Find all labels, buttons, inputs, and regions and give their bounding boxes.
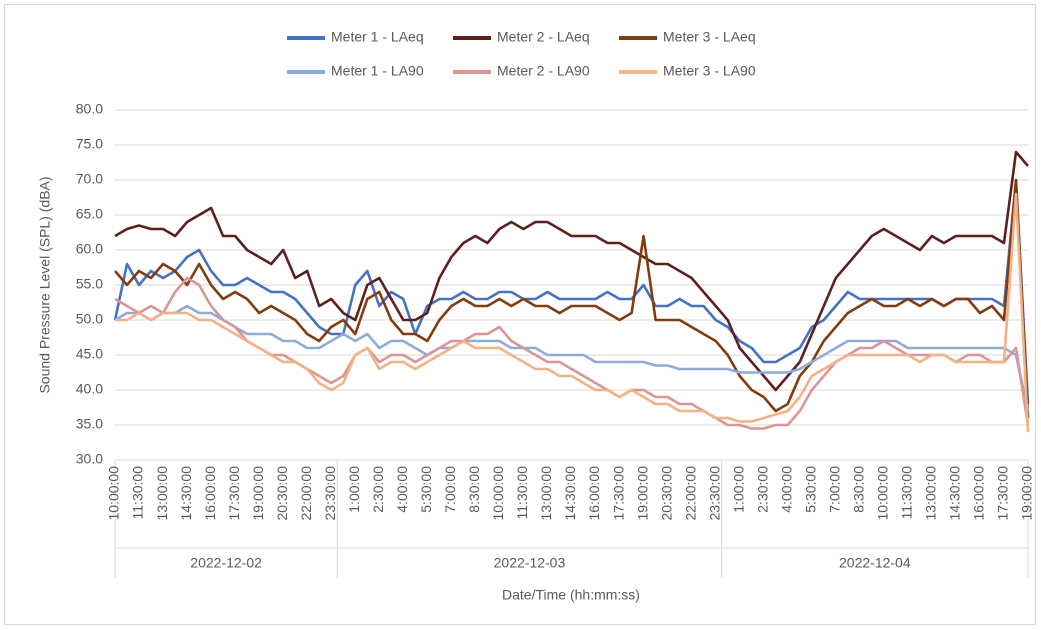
x-tick-label: 22:00:00 <box>682 466 698 521</box>
y-tick-label: 60.0 <box>76 241 103 257</box>
x-tick-label: 13:00:00 <box>538 466 554 521</box>
x-tick-label: 23:30:00 <box>322 466 338 521</box>
x-tick-label: 11:30:00 <box>899 466 915 520</box>
x-tick-label: 2:30:00 <box>370 466 386 513</box>
legend-label: Meter 1 - LAeq <box>331 29 424 45</box>
x-tick-label: 11:30:00 <box>514 466 530 520</box>
y-tick-label: 45.0 <box>76 346 103 362</box>
legend-label: Meter 1 - LA90 <box>331 63 424 79</box>
x-tick-label: 14:30:00 <box>562 466 578 521</box>
x-axis-title: Date/Time (hh:mm:ss) <box>502 587 640 603</box>
chart-frame <box>4 4 1036 625</box>
x-tick-label: 13:00:00 <box>154 466 170 521</box>
y-axis-title: Sound Pressure Level (SPL) (dBA) <box>37 176 53 393</box>
x-group-label: 2022-12-03 <box>494 555 566 571</box>
x-tick-label: 1:00:00 <box>346 466 362 513</box>
x-tick-label: 5:30:00 <box>802 466 818 513</box>
x-tick-label: 22:00:00 <box>298 466 314 521</box>
x-tick-label: 4:00:00 <box>778 466 794 513</box>
x-tick-label: 7:00:00 <box>826 466 842 513</box>
y-tick-label: 30.0 <box>76 451 103 467</box>
x-tick-label: 14:30:00 <box>947 466 963 521</box>
x-tick-label: 4:00:00 <box>394 466 410 513</box>
y-tick-label: 50.0 <box>76 311 103 327</box>
x-tick-label: 16:00:00 <box>586 466 602 521</box>
x-group-label: 2022-12-02 <box>190 555 262 571</box>
x-tick-label: 19:00:00 <box>634 466 650 521</box>
y-tick-label: 40.0 <box>76 381 103 397</box>
x-tick-label: 17:30:00 <box>995 466 1011 521</box>
x-tick-label: 11:30:00 <box>130 466 146 520</box>
legend-label: Meter 2 - LA90 <box>497 63 590 79</box>
series-line <box>115 192 1030 433</box>
x-tick-label: 13:00:00 <box>923 466 939 521</box>
x-tick-label: 19:00:00 <box>250 466 266 521</box>
y-tick-label: 80.0 <box>76 101 103 117</box>
y-tick-label: 35.0 <box>76 416 103 432</box>
x-tick-label: 10:00:00 <box>106 466 122 521</box>
x-group-label: 2022-12-04 <box>839 555 911 571</box>
legend-label: Meter 2 - LAeq <box>497 29 590 45</box>
y-tick-label: 70.0 <box>76 171 103 187</box>
legend-label: Meter 3 - LAeq <box>663 29 756 45</box>
x-tick-label: 16:00:00 <box>202 466 218 521</box>
x-tick-label: 14:30:00 <box>178 466 194 521</box>
x-tick-label: 5:30:00 <box>418 466 434 513</box>
x-tick-label: 8:30:00 <box>851 466 867 513</box>
x-tick-label: 23:30:00 <box>706 466 722 521</box>
x-tick-label: 17:30:00 <box>610 466 626 521</box>
x-tick-label: 10:00:00 <box>875 466 891 521</box>
x-tick-label: 8:30:00 <box>466 466 482 513</box>
x-tick-label: 20:30:00 <box>658 466 674 521</box>
x-tick-label: 20:30:00 <box>274 466 290 521</box>
x-tick-label: 7:00:00 <box>442 466 458 513</box>
series-line <box>113 178 1030 405</box>
series-line <box>114 178 1030 419</box>
x-tick-label: 16:00:00 <box>971 466 987 521</box>
series-line <box>114 304 1030 412</box>
legend-label: Meter 3 - LA90 <box>663 63 756 79</box>
x-tick-label: 19:00:00 <box>1019 466 1035 521</box>
y-tick-label: 55.0 <box>76 276 103 292</box>
x-tick-label: 1:00:00 <box>730 466 746 513</box>
x-tick-label: 17:30:00 <box>226 466 242 521</box>
series-line <box>114 150 1029 392</box>
x-tick-label: 10:00:00 <box>490 466 506 521</box>
y-tick-label: 75.0 <box>76 136 103 152</box>
y-tick-label: 65.0 <box>76 206 103 222</box>
x-tick-label: 2:30:00 <box>754 466 770 513</box>
